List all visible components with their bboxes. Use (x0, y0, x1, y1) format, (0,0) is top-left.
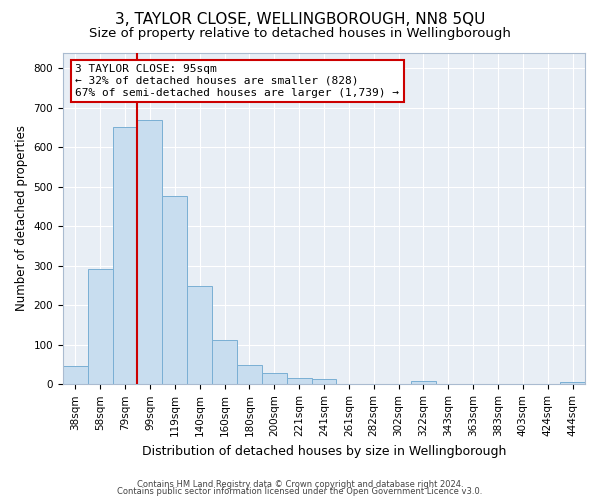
Text: 3 TAYLOR CLOSE: 95sqm
← 32% of detached houses are smaller (828)
67% of semi-det: 3 TAYLOR CLOSE: 95sqm ← 32% of detached … (76, 64, 400, 98)
Text: Size of property relative to detached houses in Wellingborough: Size of property relative to detached ho… (89, 28, 511, 40)
Bar (137, 120, 163, 384)
Y-axis label: Number of detached properties: Number of detached properties (15, 126, 28, 312)
X-axis label: Distribution of detached houses by size in Wellingborough: Distribution of detached houses by size … (142, 444, 506, 458)
Bar (113, 127, 137, 384)
Text: 3, TAYLOR CLOSE, WELLINGBOROUGH, NN8 5QU: 3, TAYLOR CLOSE, WELLINGBOROUGH, NN8 5QU (115, 12, 485, 28)
Bar (287, 378, 311, 384)
Bar (262, 374, 287, 384)
Text: Contains HM Land Registry data © Crown copyright and database right 2024.: Contains HM Land Registry data © Crown c… (137, 480, 463, 489)
Bar (88, 268, 113, 384)
Bar (560, 382, 585, 384)
Bar (311, 379, 337, 384)
Bar (237, 366, 262, 384)
Text: Contains public sector information licensed under the Open Government Licence v3: Contains public sector information licen… (118, 488, 482, 496)
Bar (63, 366, 88, 384)
Bar (411, 381, 436, 384)
Bar (212, 340, 237, 384)
Bar (187, 286, 212, 384)
Bar (163, 196, 187, 384)
